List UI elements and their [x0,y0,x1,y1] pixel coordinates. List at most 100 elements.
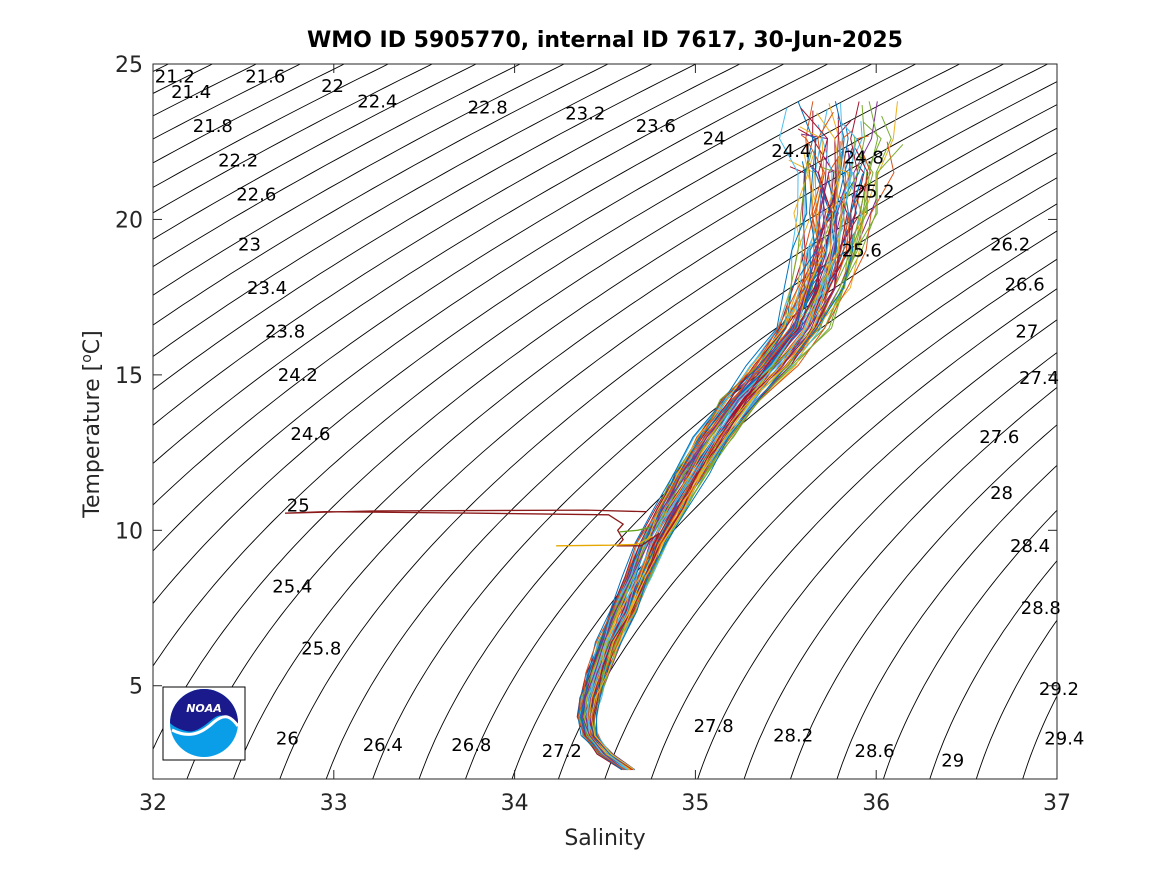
contour-label: 28.2 [773,726,813,747]
isopycnal-line-0 [0,49,69,795]
isopycnal-line-32 [604,288,1057,779]
profile-line-56 [579,163,863,771]
isopycnal-line-11 [153,64,522,268]
y-tick-label: 15 [115,364,143,389]
isopycnal-line-30 [511,230,1057,779]
contour-label: 22.2 [218,150,258,171]
outlier-profile-1 [556,535,653,547]
contour-label: 24.6 [290,424,330,445]
isopycnal-line-25 [279,104,1057,779]
isopycnal-line-20 [153,64,917,605]
x-axis-label: Salinity [564,826,646,851]
isopycnal-line-26 [325,127,1057,779]
isopycnal-line-43 [1111,49,1167,795]
y-tick-label: 10 [115,519,143,544]
contour-label: 27.4 [1019,368,1059,389]
isopycnal-line-27 [372,152,1057,779]
contour-label: 29.2 [1039,679,1079,700]
x-tick-label: 34 [501,791,529,816]
x-tick-label: 33 [320,791,348,816]
isopycnal-line-44 [1158,49,1167,795]
isopycnal-line-10 [153,64,478,240]
profile-line-65 [588,112,841,771]
isopycnal-line-13 [153,64,610,326]
x-tick-label: 32 [139,791,167,816]
isopycnal-line-8 [153,64,390,188]
contour-label: 23.8 [265,321,305,342]
contour-label: 23.2 [565,104,605,125]
isopycnal-line-9 [153,64,434,214]
x-tick-label: 36 [862,791,890,816]
contour-label: 24.4 [771,141,811,162]
y-tick-label: 25 [115,53,143,78]
chart-title: WMO ID 5905770, internal ID 7617, 30-Jun… [307,28,903,53]
contour-label: 26.8 [451,735,491,756]
isopycnal-line-38 [882,509,1057,779]
contour-label: 21.4 [171,82,211,103]
isopycnal-line-1 [0,49,113,795]
contour-label: 21.2 [155,66,195,87]
contour-label: 25.2 [855,182,895,203]
contour-label: 25.6 [842,241,882,262]
profile-line-70 [577,161,808,771]
profile-line-73 [581,188,826,771]
isopycnal-line-34 [697,352,1057,779]
isopycnal-line-40 [975,619,1057,779]
isopycnal-line-28 [418,177,1057,779]
contour-label: 25 [287,495,310,516]
isopycnal-line-16 [153,64,741,426]
contour-label: 22 [321,76,344,97]
isopycnal-line-39 [929,559,1057,779]
x-tick-label: 37 [1043,791,1071,816]
contour-label: 21.8 [193,116,233,137]
contour-label: 26 [276,729,299,750]
profile-line-76 [592,107,832,771]
contour-label: 25.8 [301,638,341,659]
contour-label: 24.8 [844,147,884,168]
y-tick-label: 5 [129,675,143,700]
contour-label: 22.4 [357,91,397,112]
contour-label: 28.6 [855,741,895,762]
contour-label: 26.4 [363,735,403,756]
noaa-logo: NOAA [162,686,246,761]
contour-label: 29 [941,750,964,771]
contour-label: 28.4 [1010,536,1050,557]
profile-line-77 [595,173,864,771]
isopycnal-line-24 [232,81,1057,779]
isopycnal-line-42 [1065,49,1167,795]
contour-label: 23 [238,234,261,255]
contour-label: 29.4 [1044,729,1084,750]
isopycnal-line-18 [153,64,829,506]
y-tick-label: 20 [115,208,143,233]
isopycnal-line-33 [650,319,1057,779]
isopycnal-line-35 [743,386,1057,779]
contour-label: 23.4 [247,278,287,299]
isopycnal-line-12 [153,64,566,296]
contour-label: 28 [990,483,1013,504]
profile-line-69 [592,196,848,771]
contour-label: 26.2 [990,234,1030,255]
profile-line-78 [577,111,834,771]
isopycnal-line-21 [153,64,961,667]
contour-label: 27.8 [694,716,734,737]
isopycnal-line-14 [153,64,654,358]
isopycnal-line-17 [153,64,785,465]
plot-border [152,63,1058,780]
outlier-profile-2 [619,526,651,533]
contour-label: 27 [1015,321,1038,342]
contour-label: 24 [703,129,726,150]
x-tick-label: 35 [681,791,709,816]
isopycnal-line-15 [153,64,697,391]
contour-label: 21.6 [245,66,285,87]
contour-label: 27.2 [542,741,582,762]
profile-line-79 [590,194,840,771]
contour-label: 22.6 [236,185,276,206]
contour-label: 23.6 [636,116,676,137]
contour-label: 25.4 [272,576,312,597]
contour-label: 26.6 [1005,275,1045,296]
isopycnal-line-37 [836,464,1057,779]
contour-label: 24.2 [278,365,318,386]
isopycnal-line-19 [153,64,873,552]
